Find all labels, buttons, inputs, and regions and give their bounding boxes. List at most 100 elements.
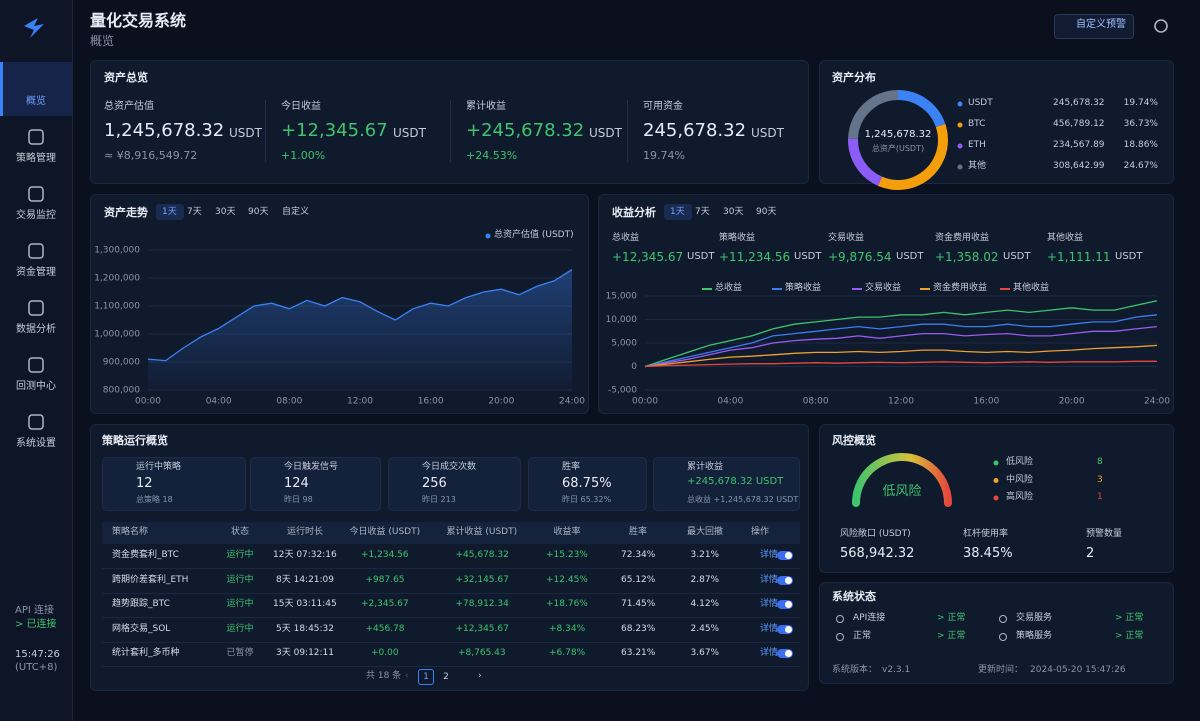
stat-value: +9,876.54: [828, 250, 892, 264]
toggle-knob[interactable]: [785, 650, 792, 657]
stat-card: [653, 457, 800, 511]
service-status: > 正常: [1115, 613, 1144, 623]
legend-label: 策略收益: [785, 283, 822, 293]
stat-value: 68.75%: [562, 476, 612, 491]
stat-value: +11,234.56: [719, 250, 791, 264]
range-tab[interactable]: 7天: [187, 207, 202, 217]
cell: 网格交易_SOL: [112, 623, 171, 634]
x-tick-label: 04:00: [717, 397, 743, 407]
range-tab[interactable]: 自定义: [282, 207, 310, 217]
nav-icon: [28, 186, 44, 202]
donut-segment: [848, 90, 948, 190]
toggle-knob[interactable]: [785, 601, 792, 608]
stat-label: 其他收益: [1047, 233, 1084, 243]
legend-label: 总收益: [715, 283, 743, 293]
stat-unit: USDT: [687, 251, 715, 262]
cell[interactable]: 详情: [760, 599, 779, 609]
cell: 运行中: [226, 574, 254, 585]
card-value: 1,245,678.32: [104, 120, 225, 141]
toggle-knob[interactable]: [785, 576, 792, 584]
card-value: +12,345.67: [281, 120, 388, 141]
stat-value: 124: [284, 476, 309, 491]
gauge-label: 低风险: [882, 484, 922, 499]
cell: +45,678.32: [455, 550, 509, 560]
page-number[interactable]: 2: [443, 672, 449, 682]
nav-item[interactable]: 数据分析: [16, 324, 56, 335]
column-header: 今日收益 (USDT): [349, 527, 421, 537]
toggle-knob[interactable]: [785, 625, 792, 633]
prev[interactable]: ‹: [405, 671, 409, 681]
stat-sub: 总策略 18: [136, 495, 173, 504]
x-tick-label: 16:00: [973, 397, 999, 407]
x-tick-label: 12:00: [888, 397, 914, 407]
cell: 4.12%: [690, 599, 720, 609]
sidebar: [0, 0, 73, 721]
service-icon: [999, 615, 1007, 623]
panel-title: 资产走势: [104, 206, 148, 219]
stat-unit: USDT: [1115, 251, 1143, 262]
stat-sub: 总收益 +1,245,678.32 USDT: [687, 495, 799, 504]
updated-label: 更新时间：: [978, 665, 1024, 675]
x-tick-label: 08:00: [276, 397, 302, 407]
card-unit: USDT: [229, 126, 262, 140]
range-tab[interactable]: 7天: [695, 207, 710, 217]
range-tab[interactable]: 1天: [162, 207, 177, 217]
range-tab[interactable]: 90天: [248, 207, 269, 217]
range-tab[interactable]: 1天: [670, 207, 685, 217]
cell[interactable]: 详情: [760, 550, 779, 560]
next[interactable]: ›: [478, 671, 482, 681]
metric-value: 38.45%: [963, 546, 1013, 561]
card-label: 累计收益: [466, 101, 506, 112]
cell: 已暂停: [226, 648, 254, 658]
cell[interactable]: 详情: [760, 648, 779, 658]
nav-item[interactable]: 回测中心: [16, 381, 56, 392]
cell: +1,234.56: [361, 550, 409, 560]
nav-item[interactable]: 资金管理: [16, 267, 56, 278]
stat-unit: USDT: [1003, 251, 1031, 262]
cell: 跨期价差套利_ETH: [112, 574, 189, 585]
card-label: 今日收益: [281, 101, 321, 112]
pagination-total: 共 18 条: [366, 671, 402, 681]
cell: +32,145.67: [455, 574, 509, 585]
nav-icon: [28, 243, 44, 259]
cell[interactable]: 详情: [760, 574, 779, 585]
nav-item[interactable]: 交易监控: [16, 210, 56, 221]
nav-item[interactable]: 系统设置: [16, 438, 56, 449]
stat-label: 资金费用收益: [935, 233, 990, 243]
toggle-knob[interactable]: [785, 552, 792, 559]
service-status: > 正常: [937, 613, 966, 623]
range-tab[interactable]: 30天: [723, 207, 744, 217]
range-tab[interactable]: 30天: [215, 207, 236, 217]
donut-center-value: 1,245,678.32: [864, 129, 932, 140]
row-divider: [102, 592, 800, 594]
cell: +15.23%: [546, 550, 588, 560]
column-header: 最大回撤: [687, 527, 724, 537]
level-count: 3: [1097, 474, 1103, 485]
card-unit: USDT: [393, 126, 426, 140]
cell: 12天 07:32:16: [273, 550, 337, 560]
asset-distribution-panel: [819, 60, 1174, 184]
cell: 72.34%: [621, 550, 656, 560]
cell: +8,765.43: [458, 648, 506, 658]
line: [147, 269, 573, 362]
nav-item[interactable]: 策略管理: [16, 153, 56, 164]
metric-label: 风险敞口 (USDT): [840, 529, 911, 539]
y-tick-label: 1,100,000: [94, 302, 140, 312]
page-number[interactable]: 1: [423, 672, 429, 682]
cell[interactable]: 详情: [760, 623, 779, 634]
alert-button[interactable]: [1054, 14, 1134, 39]
stat-label: 策略收益: [719, 233, 756, 243]
stat-card: [102, 457, 246, 511]
cell: 统计套利_多币种: [112, 648, 180, 658]
x-tick-label: 24:00: [559, 397, 585, 407]
nav-item[interactable]: 概览: [26, 96, 46, 107]
range-tab[interactable]: 90天: [756, 207, 777, 217]
x-tick-label: 16:00: [418, 397, 444, 407]
alert-button-label[interactable]: 自定义预警: [1076, 19, 1126, 30]
stat-unit: USDT: [896, 251, 924, 262]
x-tick-label: 04:00: [206, 397, 232, 407]
service-icon: [836, 633, 844, 641]
x-tick-label: 20:00: [1059, 397, 1085, 407]
metric-value: 2: [1086, 546, 1095, 561]
stat-label: 累计收益: [687, 462, 724, 472]
